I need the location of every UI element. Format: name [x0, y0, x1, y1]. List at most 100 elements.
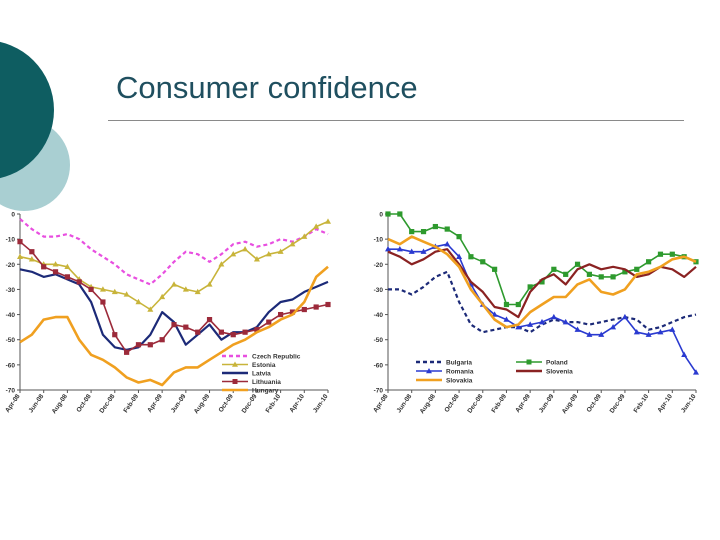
legend-label: Latvia — [252, 371, 271, 378]
data-point-estonia — [52, 261, 59, 267]
y-tick-label: -70 — [374, 388, 384, 395]
legend: Bulgaria Poland Romania Slovenia Slovakia — [416, 359, 573, 385]
data-point-romania — [385, 246, 391, 252]
x-tick-label: Jun-10 — [680, 393, 698, 414]
x-tick-label: Dec-09 — [609, 393, 627, 415]
data-point-estonia — [99, 286, 106, 292]
series-romania — [385, 240, 699, 375]
data-point-estonia — [194, 288, 201, 295]
data-point-romania — [527, 321, 534, 327]
data-point-poland — [468, 254, 474, 260]
y-tick-label: -70 — [6, 388, 16, 395]
x-tick-label: Apr-10 — [656, 393, 674, 414]
y-tick-label: -40 — [6, 312, 16, 319]
data-point-lithuania — [41, 264, 47, 270]
data-point-poland — [420, 229, 427, 235]
data-point-poland — [646, 259, 652, 265]
data-point-lithuania — [64, 274, 70, 280]
data-point-lithuania — [230, 332, 236, 338]
series-estonia — [17, 218, 331, 312]
series-czech-republic — [19, 218, 329, 286]
legend-label: Lithuania — [252, 379, 281, 386]
title-divider — [108, 120, 684, 121]
legend-item-czech-republic: Czech Republic — [222, 354, 301, 361]
legend-marker — [232, 361, 238, 367]
data-point-poland — [657, 251, 664, 257]
legend-label: Bulgaria — [446, 360, 472, 367]
data-point-romania — [408, 248, 415, 254]
y-tick-label: -40 — [374, 312, 384, 319]
data-point-estonia — [230, 251, 237, 257]
data-point-poland — [456, 234, 462, 240]
legend-label: Poland — [546, 360, 568, 367]
y-tick-label: -60 — [374, 362, 384, 369]
data-point-estonia — [17, 253, 23, 259]
data-point-romania — [669, 326, 676, 332]
data-point-estonia — [123, 291, 130, 297]
data-point-estonia — [206, 281, 213, 287]
series-line-slovakia — [387, 235, 697, 329]
series-line-bulgaria — [388, 270, 697, 334]
data-point-lithuania — [206, 317, 213, 323]
x-tick-label: Dec-09 — [241, 393, 259, 415]
x-tick-label: Apr-09 — [146, 393, 164, 414]
data-point-romania — [621, 313, 628, 320]
data-point-estonia — [64, 263, 71, 269]
data-point-estonia — [135, 298, 142, 305]
legend-item-hungary: Hungary — [222, 388, 279, 395]
x-tick-label: Oct-09 — [218, 393, 236, 414]
data-point-poland — [444, 226, 450, 232]
data-point-poland — [480, 259, 486, 265]
legend-marker — [426, 368, 432, 374]
data-point-lithuania — [147, 342, 153, 348]
data-point-poland — [492, 266, 498, 272]
data-point-estonia — [253, 256, 260, 262]
series-line-lithuania — [19, 241, 329, 354]
y-tick-label: -30 — [6, 287, 16, 294]
data-point-romania — [444, 240, 451, 247]
y-tick-label: -50 — [6, 337, 16, 344]
y-tick-label: -10 — [374, 237, 384, 244]
x-tick-label: Jun-09 — [538, 393, 556, 414]
data-point-romania — [598, 331, 605, 337]
legend-item-slovenia: Slovenia — [516, 369, 573, 376]
series-line-czech-republic — [19, 218, 329, 286]
x-tick-label: Jun-10 — [312, 393, 330, 414]
x-tick-label: Jun-09 — [170, 393, 188, 414]
data-point-estonia — [277, 248, 284, 254]
data-point-poland — [586, 271, 592, 277]
series-hungary — [19, 265, 329, 387]
x-tick-label: Jun-08 — [396, 393, 414, 414]
data-point-estonia — [159, 293, 166, 300]
data-point-lithuania — [88, 286, 94, 293]
data-point-lithuania — [325, 301, 331, 308]
data-point-poland — [634, 266, 640, 272]
x-tick-label: Aug-09 — [561, 393, 580, 415]
data-point-lithuania — [195, 329, 201, 335]
y-tick-label: -30 — [374, 287, 384, 294]
data-point-romania — [503, 316, 510, 322]
data-point-romania — [657, 328, 664, 335]
data-point-poland — [669, 251, 675, 257]
data-point-estonia — [242, 246, 249, 252]
series-slovenia — [387, 248, 697, 319]
data-point-estonia — [111, 288, 118, 295]
x-tick-label: Oct-08 — [75, 393, 93, 414]
data-point-romania — [681, 351, 688, 357]
x-tick-label: Aug-08 — [51, 393, 70, 415]
legend-label: Hungary — [252, 388, 279, 395]
data-point-poland — [610, 274, 616, 280]
y-tick-label: 0 — [379, 212, 383, 219]
data-point-lithuania — [218, 329, 224, 335]
legend-item-slovakia: Slovakia — [416, 378, 473, 385]
data-point-romania — [515, 323, 522, 330]
data-point-estonia — [171, 281, 177, 287]
data-point-romania — [456, 253, 463, 259]
data-point-lithuania — [100, 299, 106, 305]
legend-item-romania: Romania — [416, 368, 474, 376]
x-tick-label: Aug-08 — [419, 393, 438, 415]
decor-circle-dark — [0, 41, 54, 179]
x-tick-label: Feb-10 — [265, 393, 283, 414]
data-point-poland — [515, 301, 521, 308]
series-poland — [385, 211, 699, 308]
